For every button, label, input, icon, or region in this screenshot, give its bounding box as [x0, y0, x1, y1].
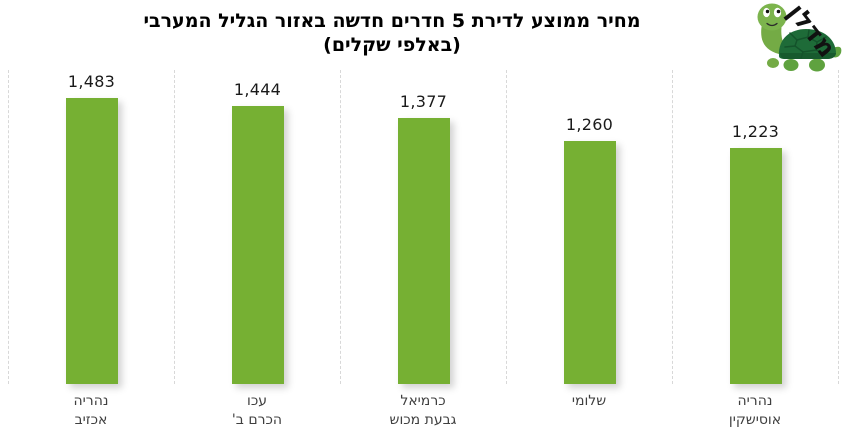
value-label: 1,260	[565, 115, 614, 134]
chart-title-line2: (באלפי שקלים)	[323, 34, 461, 56]
chart-title: מחיר ממוצע לדירת 5 חדרים חדשה באזור הגלי…	[0, 9, 784, 57]
category-label: נהריה אכזיב	[73, 393, 109, 428]
bar-akko-hakerem	[231, 106, 284, 384]
gridline-band: 1,483	[8, 70, 174, 384]
gridline-band: 1,223	[672, 70, 838, 384]
bar-nahariya-ussishkin	[729, 148, 782, 384]
category-label: כרמיאל גבעת מכוש	[389, 393, 457, 428]
category-label: שלומי	[571, 393, 607, 409]
category-labels: נהריה אכזיב עכו הכרם ב' כרמיאל גבעת מכוש…	[8, 392, 838, 430]
bar-karmiel-givat-makosh	[397, 118, 450, 384]
bar-nahariya-akhziv	[65, 98, 118, 384]
turtle-icon	[757, 3, 842, 72]
plot-area: 1,483 1,444 1,377 1,260 1,223	[8, 70, 839, 384]
gridline-band: 1,377	[340, 70, 506, 384]
gridline-band: 1,260	[506, 70, 672, 384]
chart-title-line1: מחיר ממוצע לדירת 5 חדרים חדשה באזור הגלי…	[143, 10, 641, 32]
category-label: עכו הכרם ב'	[231, 393, 283, 428]
madlan-logo: מדלן	[745, 0, 847, 74]
bar-shlomi	[563, 141, 616, 384]
value-label: 1,223	[731, 122, 780, 141]
gridline-band: 1,444	[174, 70, 340, 384]
value-label: 1,444	[233, 80, 282, 99]
category-label: נהריה אוסישקין	[728, 393, 782, 428]
value-label: 1,483	[67, 72, 116, 91]
value-label: 1,377	[399, 92, 448, 111]
